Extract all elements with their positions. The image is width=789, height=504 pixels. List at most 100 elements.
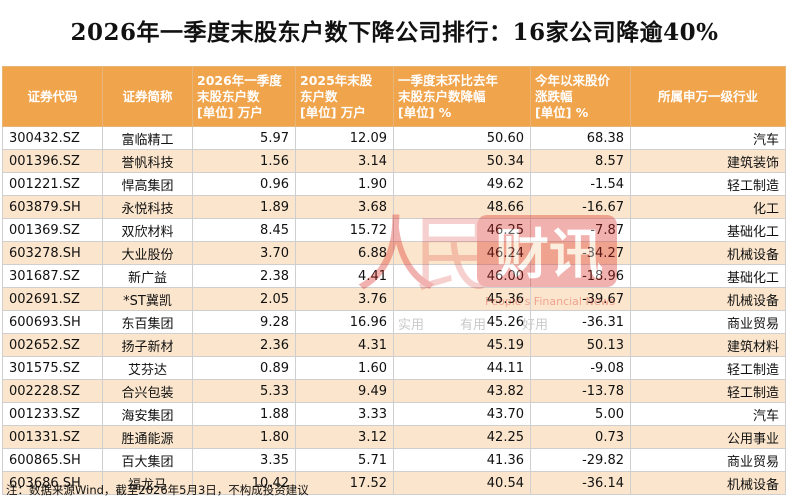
cell-name: 胜通能源 [102, 425, 193, 449]
cell-q1-holders: 2.05 [192, 287, 296, 311]
cell-industry: 公用事业 [630, 425, 786, 449]
table-row: 001396.SZ 誉帆科技 1.56 3.14 50.34 8.57 建筑装饰 [2, 149, 786, 173]
cell-code: 001396.SZ [2, 149, 103, 173]
cell-price-change: -36.31 [530, 310, 631, 334]
cell-industry: 轻工制造 [630, 379, 786, 403]
table-row: 301687.SZ 新广益 2.38 4.41 46.00 -18.96 基础化工 [2, 264, 786, 288]
cell-q1-holders: 1.88 [192, 402, 296, 426]
cell-2025-holders: 12.09 [295, 126, 394, 150]
cell-code: 002691.SZ [2, 287, 103, 311]
header-line: 末股东户数降幅 [398, 88, 486, 104]
col-header-q1-holders: 2026年一季度 末股东户数 [单位] 万户 [192, 66, 296, 127]
page-title: 2026年一季度末股东户数下降公司排行：16家公司降逾40% [70, 19, 719, 46]
cell-q1-holders: 1.80 [192, 425, 296, 449]
cell-decline: 45.26 [393, 310, 531, 334]
table-body: 300432.SZ 富临精工 5.97 12.09 50.60 68.38 汽车 001396… [2, 126, 786, 495]
table-row: 001331.SZ 胜通能源 1.80 3.12 42.25 0.73 公用事业 [2, 425, 786, 449]
table-header-row: 证券代码 证券简称 2026年一季度 末股东户数 [单位] 万户 2025年末股… [2, 66, 786, 127]
cell-name: 双欣材料 [102, 218, 193, 242]
cell-q1-holders: 0.89 [192, 356, 296, 380]
cell-code: 002228.SZ [2, 379, 103, 403]
cell-2025-holders: 15.72 [295, 218, 394, 242]
cell-price-change: 8.57 [530, 149, 631, 173]
header-line: [单位] 万户 [197, 104, 263, 120]
cell-2025-holders: 3.14 [295, 149, 394, 173]
cell-2025-holders: 1.90 [295, 172, 394, 196]
cell-2025-holders: 3.12 [295, 425, 394, 449]
col-header-2025-holders: 2025年末股 东户数 [单位] 万户 [295, 66, 394, 127]
cell-decline: 49.62 [393, 172, 531, 196]
cell-price-change: 50.13 [530, 333, 631, 357]
cell-name: 扬子新材 [102, 333, 193, 357]
cell-industry: 基础化工 [630, 264, 786, 288]
cell-q1-holders: 9.28 [192, 310, 296, 334]
header-line: 2025年末股 [300, 72, 373, 88]
cell-price-change: 68.38 [530, 126, 631, 150]
cell-decline: 45.36 [393, 287, 531, 311]
cell-q1-holders: 0.96 [192, 172, 296, 196]
cell-code: 001369.SZ [2, 218, 103, 242]
cell-2025-holders: 1.60 [295, 356, 394, 380]
cell-name: 海安集团 [102, 402, 193, 426]
cell-name: 悍高集团 [102, 172, 193, 196]
cell-decline: 45.19 [393, 333, 531, 357]
cell-price-change: -9.08 [530, 356, 631, 380]
header-line: [单位] 万户 [300, 104, 366, 120]
col-header-industry: 所属申万一级行业 [630, 66, 786, 127]
cell-2025-holders: 5.71 [295, 448, 394, 472]
col-header-code: 证券代码 [2, 66, 103, 127]
cell-industry: 机械设备 [630, 471, 786, 495]
cell-decline: 41.36 [393, 448, 531, 472]
cell-industry: 建筑材料 [630, 333, 786, 357]
table-row: 002228.SZ 合兴包装 5.33 9.49 43.82 -13.78 轻工制造 [2, 379, 786, 403]
col-header-decline: 一季度末环比去年 末股东户数降幅 [单位] % [393, 66, 531, 127]
cell-name: 大业股份 [102, 241, 193, 265]
cell-industry: 汽车 [630, 126, 786, 150]
cell-code: 301687.SZ [2, 264, 103, 288]
cell-price-change: 0.73 [530, 425, 631, 449]
cell-industry: 机械设备 [630, 241, 786, 265]
cell-price-change: 5.00 [530, 402, 631, 426]
cell-industry: 汽车 [630, 402, 786, 426]
cell-industry: 机械设备 [630, 287, 786, 311]
cell-name: 艾芬达 [102, 356, 193, 380]
cell-industry: 建筑装饰 [630, 149, 786, 173]
cell-2025-holders: 6.88 [295, 241, 394, 265]
table-row: 300432.SZ 富临精工 5.97 12.09 50.60 68.38 汽车 [2, 126, 786, 150]
cell-code: 603278.SH [2, 241, 103, 265]
cell-industry: 基础化工 [630, 218, 786, 242]
cell-price-change: -1.54 [530, 172, 631, 196]
cell-decline: 44.11 [393, 356, 531, 380]
header-line: 末股东户数 [197, 88, 260, 104]
cell-decline: 43.82 [393, 379, 531, 403]
cell-decline: 46.24 [393, 241, 531, 265]
cell-2025-holders: 3.33 [295, 402, 394, 426]
cell-q1-holders: 2.36 [192, 333, 296, 357]
cell-code: 603879.SH [2, 195, 103, 219]
cell-price-change: -29.82 [530, 448, 631, 472]
table-row: 603278.SH 大业股份 3.70 6.88 46.24 -34.27 机械设备 [2, 241, 786, 265]
cell-price-change: -16.67 [530, 195, 631, 219]
table-row: 600693.SH 东百集团 9.28 16.96 45.26 -36.31 商业贸易 [2, 310, 786, 334]
cell-industry: 轻工制造 [630, 172, 786, 196]
cell-code: 001331.SZ [2, 425, 103, 449]
cell-decline: 40.54 [393, 471, 531, 495]
table-row: 001369.SZ 双欣材料 8.45 15.72 46.25 -7.87 基础化工 [2, 218, 786, 242]
cell-name: 新广益 [102, 264, 193, 288]
header-line: 2026年一季度 [197, 72, 282, 88]
cell-industry: 轻工制造 [630, 356, 786, 380]
header-line: [单位] % [535, 104, 589, 120]
cell-code: 002652.SZ [2, 333, 103, 357]
cell-industry: 商业贸易 [630, 310, 786, 334]
cell-price-change: -7.87 [530, 218, 631, 242]
cell-price-change: -13.78 [530, 379, 631, 403]
cell-2025-holders: 4.31 [295, 333, 394, 357]
cell-decline: 50.34 [393, 149, 531, 173]
shareholder-ranking-table: 证券代码 证券简称 2026年一季度 末股东户数 [单位] 万户 2025年末股… [2, 66, 786, 495]
cell-decline: 46.25 [393, 218, 531, 242]
cell-code: 600865.SH [2, 448, 103, 472]
cell-q1-holders: 3.35 [192, 448, 296, 472]
cell-q1-holders: 2.38 [192, 264, 296, 288]
cell-name: *ST冀凯 [102, 287, 193, 311]
table-row: 301575.SZ 艾芬达 0.89 1.60 44.11 -9.08 轻工制造 [2, 356, 786, 380]
